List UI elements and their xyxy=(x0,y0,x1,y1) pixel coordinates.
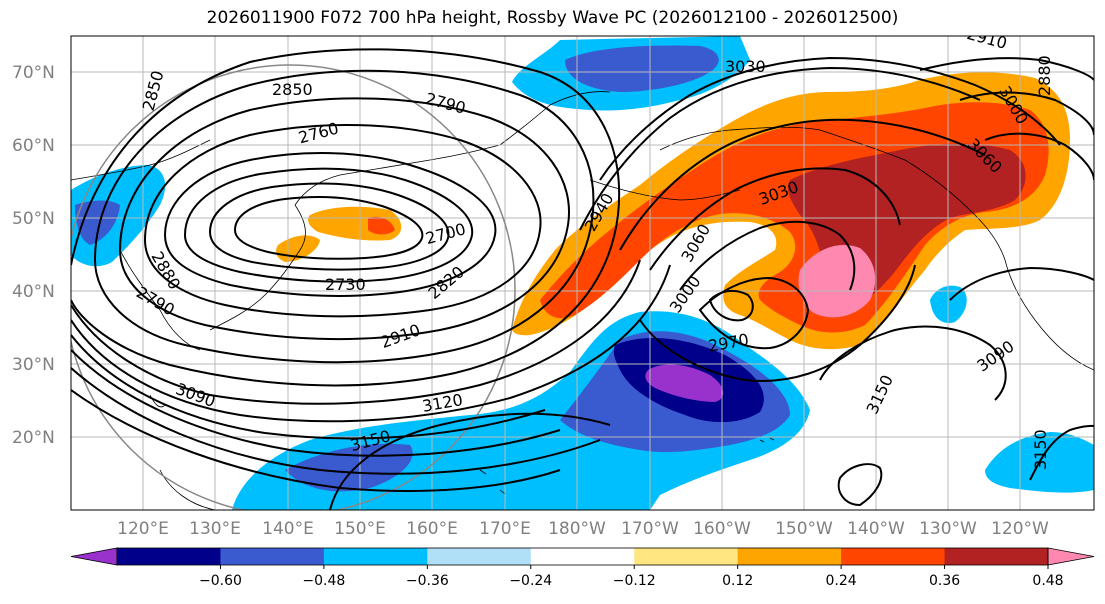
colorbar-swatch xyxy=(323,548,428,565)
anomaly-fill-japan-positive xyxy=(276,206,402,262)
lon-label: 130°E xyxy=(189,519,241,539)
colorbar-label: −0.48 xyxy=(302,573,345,589)
colorbar-label: 0.24 xyxy=(826,573,857,589)
lat-label: 40°N xyxy=(12,282,55,302)
colorbar-label: 0.12 xyxy=(722,573,753,589)
lat-label: 30°N xyxy=(12,355,55,375)
lon-label: 170°W xyxy=(621,519,679,539)
contour-label: 3150 xyxy=(1031,429,1050,470)
lon-label: 180°W xyxy=(548,519,606,539)
lat-label: 20°N xyxy=(12,428,55,448)
contour-label: 2730 xyxy=(325,275,366,294)
colorbar-swatch xyxy=(841,548,946,565)
colorbar: −0.60 −0.48 −0.36 −0.24 −0.12 0.12 0.24 0.36 0.4… xyxy=(70,547,1095,589)
lon-label: 130°W xyxy=(919,519,977,539)
contour-label: 2850 xyxy=(272,80,313,99)
lat-label: 50°N xyxy=(12,209,55,229)
colorbar-extend-max xyxy=(1047,547,1095,566)
colorbar-label: −0.60 xyxy=(199,573,242,589)
colorbar-label: 0.36 xyxy=(929,573,960,589)
colorbar-label: −0.36 xyxy=(406,573,449,589)
colorbar-swatch xyxy=(427,548,532,565)
colorbar-swatch xyxy=(737,548,842,565)
colorbar-label: −0.24 xyxy=(509,573,552,589)
graticule xyxy=(71,36,1094,510)
lon-label: 160°W xyxy=(693,519,751,539)
lat-label: 60°N xyxy=(12,136,55,156)
map-frame xyxy=(70,35,1095,511)
lat-label: 70°N xyxy=(12,63,55,83)
lon-label: 150°W xyxy=(775,519,833,539)
lon-label: 170°E xyxy=(479,519,531,539)
contour-label: 3030 xyxy=(725,57,766,76)
contour-label: 2880 xyxy=(1035,55,1054,96)
lon-label: 120°E xyxy=(117,519,169,539)
map-area: 2850 2850 2790 2760 2700 2730 2820 2910 … xyxy=(71,36,1094,510)
anomaly-fill-positive xyxy=(512,72,1070,350)
lon-labels: 120°E 130°E 140°E 150°E 160°E 170°E 180°… xyxy=(117,519,1049,539)
colorbar-swatch xyxy=(634,548,739,565)
lon-label: 150°E xyxy=(334,519,386,539)
lon-label: 140°E xyxy=(262,519,314,539)
anomaly-fill-subtropical-negative xyxy=(232,311,810,510)
height-contours xyxy=(71,48,1094,510)
map-title: 2026011900 F072 700 hPa height, Rossby W… xyxy=(206,8,899,28)
lon-label: 140°W xyxy=(847,519,905,539)
lat-labels: 70°N 60°N 50°N 40°N 30°N 20°N xyxy=(12,63,55,448)
colorbar-swatch xyxy=(944,548,1049,565)
lon-label: 120°W xyxy=(991,519,1049,539)
colorbar-extend-min xyxy=(70,547,118,566)
colorbar-label: 0.48 xyxy=(1032,573,1063,589)
colorbar-swatch xyxy=(117,548,221,565)
range-circle xyxy=(71,64,516,510)
colorbar-frame xyxy=(116,547,1049,566)
anomaly-fill-bering-negative xyxy=(512,36,750,111)
colorbar-label: −0.12 xyxy=(613,573,656,589)
colorbar-swatch xyxy=(530,548,635,565)
colorbar-swatch xyxy=(220,548,325,565)
lon-label: 160°E xyxy=(406,519,458,539)
